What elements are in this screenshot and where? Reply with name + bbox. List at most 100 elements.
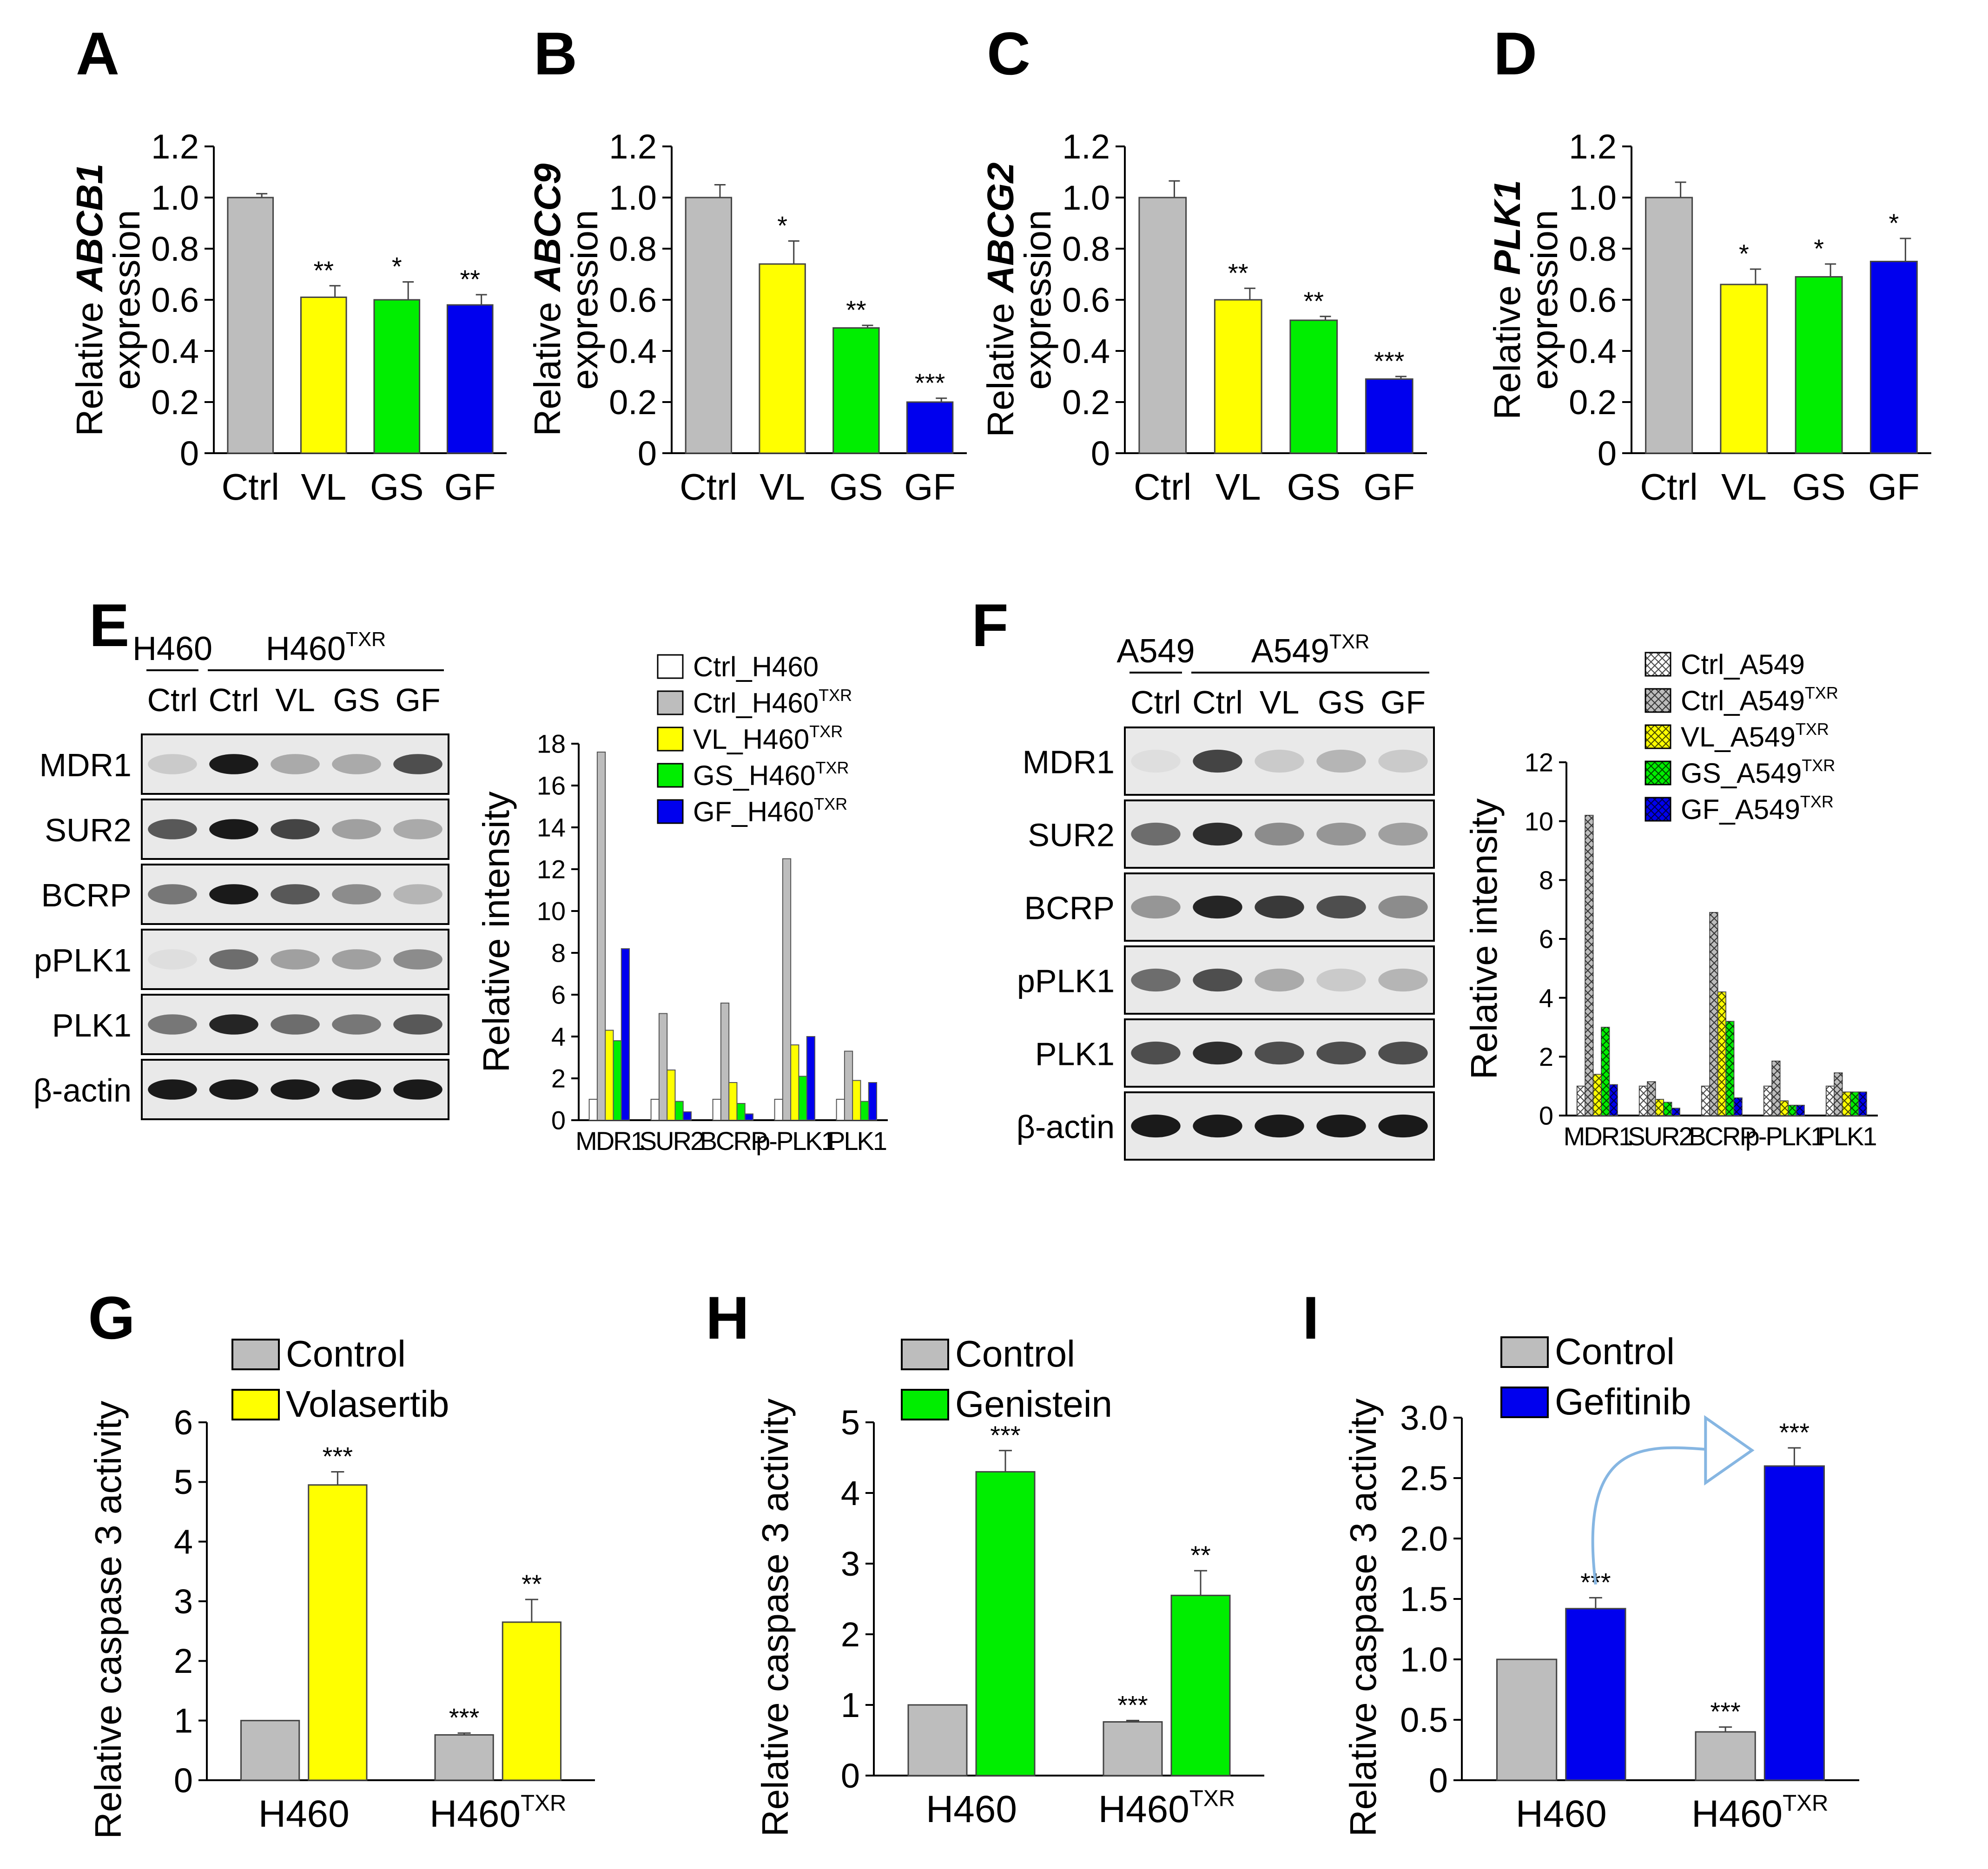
panel-H-legend-label: Genistein xyxy=(955,1383,1112,1425)
panel-F-lane-label: Ctrl xyxy=(1130,684,1181,720)
panel-F-band xyxy=(1131,822,1181,846)
panel-A-bar-gs xyxy=(373,299,421,454)
panel-F-band xyxy=(1131,895,1181,919)
panel-E-ytick-label: 16 xyxy=(537,771,566,800)
panel-H-legend-swatch xyxy=(901,1339,949,1370)
panel-F-resistant-line: A549TXR xyxy=(1251,631,1370,670)
panel-E-legend-label-base: VL_H460 xyxy=(693,724,809,755)
panel-F-lane-label: GF xyxy=(1380,684,1426,720)
panel-A-xtick-label: GF xyxy=(444,466,496,508)
panel-E-band xyxy=(271,1014,320,1035)
panel-I-bar-gefitinib xyxy=(1565,1608,1626,1781)
panel-F-band xyxy=(1255,822,1304,846)
panel-G-ytick-label: 3 xyxy=(174,1582,193,1621)
panel-F-band xyxy=(1378,1041,1428,1065)
panel-E-bar-ctrl_h460txr xyxy=(658,1013,668,1121)
panel-E-blot-row-label: BCRP xyxy=(41,877,132,913)
panel-F-band xyxy=(1378,749,1428,773)
panel-C-ylabel-gene: ABCG2 xyxy=(980,162,1021,293)
panel-E-lane-label: Ctrl xyxy=(147,682,198,718)
panel-F-bar-hatch xyxy=(1717,992,1726,1116)
panel-D-xtick-label: VL xyxy=(1721,466,1767,508)
panel-E-band xyxy=(332,1079,381,1100)
panel-A-ylabel-line2: expression xyxy=(106,210,147,390)
panel-I-ytick-label: 1.5 xyxy=(1400,1580,1448,1618)
panel-D-ylabel-prefix: Relative xyxy=(1486,275,1528,420)
panel-B-bar-ctrl xyxy=(685,197,733,454)
panel-C-ylabel: Relative ABCG2 xyxy=(980,162,1021,437)
panel-D-bar-gf xyxy=(1869,261,1918,454)
panel-E-ytick-label: 18 xyxy=(537,729,566,759)
panel-G-xtick-label-base: H460 xyxy=(429,1793,521,1835)
panel-G-panel-label: G xyxy=(88,1284,135,1352)
panel-I-legend-label: Control xyxy=(1555,1331,1675,1372)
panel-F-bar-hatch xyxy=(1763,1086,1772,1116)
panel-H-significance: ** xyxy=(1190,1540,1211,1570)
panel-I-ytick-label: 0.5 xyxy=(1400,1701,1448,1739)
panel-E-parent-line-base: H460 xyxy=(132,630,212,667)
panel-H-legend-swatch xyxy=(901,1389,949,1420)
panel-I-ylabel: Relative caspase 3 activity xyxy=(1342,1399,1384,1837)
panel-E-blot-row-label: SUR2 xyxy=(45,812,132,848)
panel-E-bar-vl_h460txr xyxy=(852,1080,861,1121)
panel-E-resistant-line-base: H460 xyxy=(266,630,346,667)
panel-E-band xyxy=(148,884,197,905)
panel-H-ylabel: Relative caspase 3 activity xyxy=(754,1399,796,1837)
panel-A-ytick-label: 1.2 xyxy=(151,127,199,166)
panel-A-ytick-label: 0 xyxy=(180,434,199,473)
panel-F-bar-hatch xyxy=(1780,1101,1789,1116)
panel-F-band xyxy=(1378,968,1428,992)
panel-F-legend-hatch xyxy=(1645,798,1671,821)
panel-E-band xyxy=(332,884,381,905)
panel-D-xtick-label: Ctrl xyxy=(1640,466,1697,508)
panel-E-resistant-line-sup: TXR xyxy=(346,628,386,651)
panel-D-panel-label: D xyxy=(1493,20,1537,87)
panel-F-band xyxy=(1193,968,1242,992)
panel-F-bar-hatch xyxy=(1734,1098,1742,1116)
panel-F-legend-label-sup: TXR xyxy=(1796,720,1829,739)
panel-E-bar-vl_h460txr xyxy=(605,1030,614,1121)
panel-F-panel-label: F xyxy=(971,591,1008,659)
panel-I-ytick-label: 3.0 xyxy=(1400,1399,1448,1437)
panel-D-significance: * xyxy=(1739,239,1749,268)
panel-E-bar-gs_h460txr xyxy=(674,1101,684,1121)
panel-E-bar-gs_h460txr xyxy=(613,1040,622,1121)
panel-B-ylabel: Relative ABCC9 xyxy=(527,163,568,436)
panel-G-significance: *** xyxy=(449,1703,479,1732)
panel-F-xtick-label: SUR2 xyxy=(1628,1122,1692,1151)
panel-F-bar-hatch xyxy=(1850,1092,1859,1116)
panel-E-blot-row-label: pPLK1 xyxy=(34,942,132,978)
panel-F-bar-hatch xyxy=(1788,1105,1796,1116)
panel-D-xtick-label: GS xyxy=(1792,466,1846,508)
panel-A-ytick-label: 1.0 xyxy=(151,178,199,217)
panel-F-band xyxy=(1255,968,1304,992)
panel-F-band xyxy=(1378,1114,1428,1138)
panel-A-xtick-label: Ctrl xyxy=(222,466,279,508)
panel-F-blot-row-label: pPLK1 xyxy=(1017,963,1115,999)
panel-F-blot-row-label: PLK1 xyxy=(1035,1036,1115,1072)
panel-C-significance: ** xyxy=(1303,286,1324,316)
panel-E-bar-ctrl_h460txr xyxy=(782,858,792,1121)
panel-F-band xyxy=(1193,1114,1242,1138)
panel-F-blot-row-label: MDR1 xyxy=(1023,744,1115,780)
panel-F-legend-label-base: VL_A549 xyxy=(1681,721,1796,753)
panel-I-xtick-label: H460 xyxy=(1516,1793,1607,1835)
panel-H-ytick-label: 3 xyxy=(841,1545,860,1583)
panel-E-xtick-label: p-PLK1 xyxy=(756,1126,835,1156)
panel-D-xtick-label: GF xyxy=(1868,466,1920,508)
panel-D-ytick-label: 1.0 xyxy=(1569,178,1617,217)
panel-G-legend-swatch xyxy=(231,1339,280,1370)
panel-E-band xyxy=(393,1079,443,1100)
panel-B-ytick-label: 0.6 xyxy=(609,281,657,319)
panel-H-panel-label: H xyxy=(706,1284,749,1352)
panel-D-ytick-label: 1.2 xyxy=(1569,127,1617,166)
panel-E-legend-label: GS_H460TXR xyxy=(693,758,849,791)
panel-F-band xyxy=(1193,895,1242,919)
panel-F-xtick-label: MDR1 xyxy=(1564,1122,1632,1151)
panel-F-legend-hatch xyxy=(1645,689,1671,712)
panel-E-blot-row-label: PLK1 xyxy=(52,1007,132,1043)
panel-F-legend-label: GS_A549TXR xyxy=(1681,756,1835,789)
panel-D-ylabel: Relative PLK1 xyxy=(1486,180,1528,420)
panel-E-legend-swatch xyxy=(657,799,684,824)
panel-E-legend-label-sup: TXR xyxy=(816,758,849,777)
